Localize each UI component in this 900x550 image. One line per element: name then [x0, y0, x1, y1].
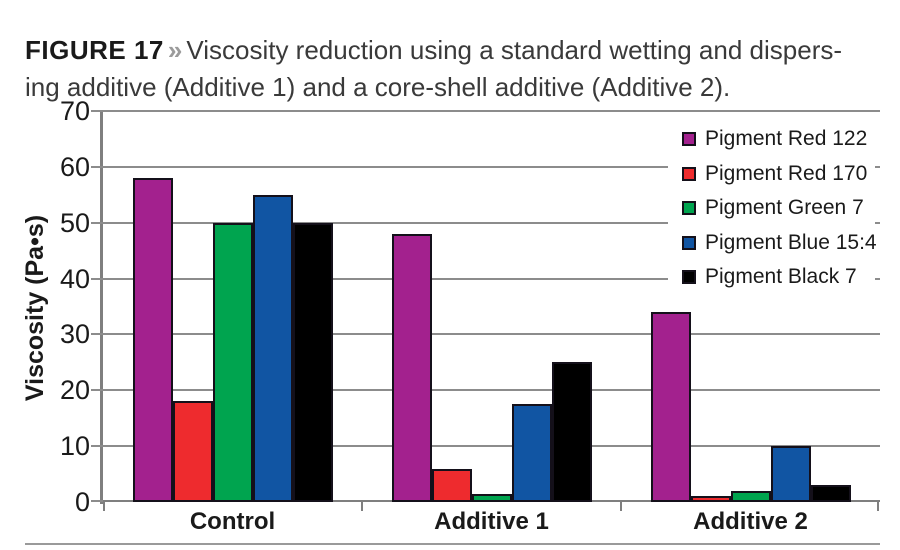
bar-pigment-blue-15-4-control: [252, 194, 293, 502]
bar-pigment-blue-15-4-additive-1: [511, 404, 552, 502]
y-tick-label-50: 50: [59, 207, 90, 238]
caption-text-line2: ing additive (Additive 1) and a core-she…: [25, 72, 731, 102]
y-axis-tick-labels: 0 10 20 30 40 50 60 70: [0, 96, 90, 517]
legend: Pigment Red 122 Pigment Red 170 Pigment Gr…: [668, 118, 877, 300]
y-tick-label-40: 40: [59, 263, 90, 294]
y-tick-label-30: 30: [59, 319, 90, 350]
legend-label-pigment-black-7: Pigment Black 7: [705, 265, 857, 288]
legend-swatch-pigment-blue-15-4: [682, 235, 696, 250]
bar-pigment-black-7-control: [292, 222, 333, 502]
legend-label-pigment-green-7: Pigment Green 7: [705, 196, 864, 219]
x-axis-category-labels: Control Additive 1 Additive 2: [103, 508, 880, 540]
legend-item-pigment-red-170: Pigment Red 170: [682, 161, 875, 185]
figure-caption: FIGURE 17» Viscosity reduction using a st…: [25, 32, 891, 106]
gridline-20: [103, 389, 880, 392]
legend-swatch-pigment-red-170: [682, 166, 696, 181]
y-tick-20: [91, 389, 103, 392]
legend-item-pigment-black-7: Pigment Black 7: [682, 265, 875, 288]
bar-pigment-green-7-additive-2: [730, 490, 771, 502]
legend-label-pigment-red-170: Pigment Red 170: [705, 161, 868, 185]
y-tick-0: [91, 500, 103, 502]
y-tick-label-0: 0: [74, 487, 90, 517]
bar-pigment-red-170-control: [172, 401, 213, 502]
bar-pigment-red-170-additive-1: [431, 468, 472, 502]
x-tick-0: [103, 502, 105, 511]
figure-label: FIGURE 17: [25, 35, 164, 65]
gridline-70: [103, 110, 880, 112]
figure-bottom-rule: [25, 543, 880, 545]
bar-pigment-black-7-additive-2: [810, 485, 851, 502]
bar-pigment-red-122-control: [132, 178, 173, 502]
x-tick-3: [877, 502, 879, 511]
x-tick-1: [361, 502, 363, 511]
x-category-label-additive-2: Additive 2: [693, 508, 808, 535]
y-tick-60: [91, 165, 103, 168]
legend-item-pigment-red-122: Pigment Red 122: [682, 127, 875, 150]
bar-pigment-red-122-additive-2: [650, 312, 691, 502]
legend-label-pigment-blue-15-4: Pigment Blue 15:4: [705, 230, 877, 254]
legend-swatch-pigment-black-7: [682, 270, 696, 284]
bar-pigment-black-7-additive-1: [551, 362, 592, 502]
y-tick-label-10: 10: [59, 431, 90, 462]
gridline-10: [103, 445, 880, 448]
bar-pigment-blue-15-4-additive-2: [770, 446, 811, 502]
bar-pigment-green-7-control: [212, 222, 253, 502]
x-category-label-additive-1: Additive 1: [434, 508, 549, 535]
y-tick-10: [91, 445, 103, 448]
gridline-40: [103, 277, 880, 280]
y-tick-70: [91, 110, 103, 112]
caption-text-line1: Viscosity reduction using a standard wet…: [186, 35, 843, 65]
y-tick-40: [91, 277, 103, 280]
x-category-label-control: Control: [189, 508, 276, 535]
y-tick-50: [91, 221, 103, 224]
caption-separator-icon: »: [167, 35, 183, 65]
legend-swatch-pigment-green-7: [682, 201, 696, 215]
legend-swatch-pigment-red-122: [682, 132, 696, 146]
y-axis-line: [100, 111, 103, 504]
y-tick-30: [91, 333, 103, 336]
gridline-60: [103, 165, 880, 168]
y-tick-label-70: 70: [59, 96, 90, 126]
plot-area: Pigment Red 122 Pigment Red 170 Pigment Gr…: [91, 110, 880, 511]
x-tick-2: [620, 502, 622, 511]
bar-pigment-green-7-additive-1: [471, 493, 512, 502]
legend-item-pigment-blue-15-4: Pigment Blue 15:4: [682, 230, 877, 254]
bar-pigment-red-170-additive-2: [690, 496, 731, 502]
gridline-30: [103, 333, 880, 336]
bar-pigment-red-122-additive-1: [391, 233, 432, 502]
legend-item-pigment-green-7: Pigment Green 7: [682, 196, 875, 219]
y-tick-label-20: 20: [59, 375, 90, 406]
y-tick-label-60: 60: [59, 151, 90, 182]
gridline-50: [103, 221, 880, 224]
legend-label-pigment-red-122: Pigment Red 122: [705, 127, 868, 150]
